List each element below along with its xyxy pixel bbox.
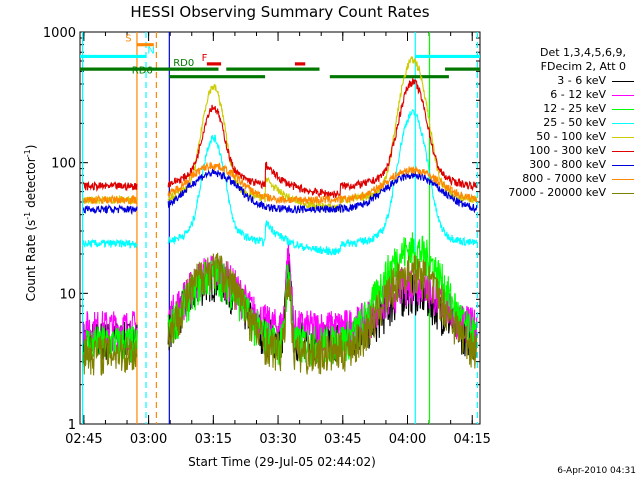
x-tick-label: 03:15 <box>195 432 232 447</box>
y-tick-label: 10 <box>59 287 76 302</box>
series-line-8 <box>82 161 478 206</box>
legend-swatch <box>612 192 634 194</box>
legend-header-detectors: Det 1,3,4,5,6,9, <box>539 46 626 59</box>
legend-entry: 6 - 12 keV <box>492 88 634 102</box>
series-line-6 <box>82 77 478 199</box>
plot-frame <box>79 31 481 425</box>
flag-label-f: F <box>202 53 208 64</box>
flag-label-s: S <box>125 34 131 45</box>
legend-entry-label: 50 - 100 keV <box>536 130 606 143</box>
legend-entry: 800 - 7000 keV <box>492 172 634 186</box>
x-tick-label: 02:45 <box>65 432 102 447</box>
legend-entry-label: 25 - 50 keV <box>543 116 606 129</box>
legend-entry: 25 - 50 keV <box>492 116 634 130</box>
legend-entry-label: 6 - 12 keV <box>550 88 606 101</box>
legend-header-decimation: FDecim 2, Att 0 <box>540 60 626 73</box>
legend-entry-label: 100 - 300 keV <box>529 144 606 157</box>
x-axis-label: Start Time (29-Jul-05 02:44:02) <box>188 455 376 469</box>
y-tick-label: 1000 <box>43 26 76 41</box>
legend-entry: 3 - 6 keV <box>492 74 634 88</box>
legend-entry: 300 - 800 keV <box>492 158 634 172</box>
legend-entry: 7000 - 20000 keV <box>492 186 634 200</box>
series-line-4 <box>82 109 478 256</box>
legend-swatch <box>612 80 634 82</box>
x-tick-label: 03:30 <box>259 432 296 447</box>
legend-entry-label: 3 - 6 keV <box>557 74 606 87</box>
legend-entry-label: 300 - 800 keV <box>529 158 606 171</box>
x-tick-label: 04:00 <box>389 432 426 447</box>
legend-entry-label: 7000 - 20000 keV <box>508 186 606 199</box>
legend-swatch <box>612 136 634 138</box>
x-tick-label: 03:45 <box>324 432 361 447</box>
legend-entry: 100 - 300 keV <box>492 144 634 158</box>
legend-swatch <box>612 178 634 180</box>
timestamp: 6-Apr-2010 04:31 <box>557 466 636 476</box>
series-line-9 <box>82 252 478 376</box>
y-tick-label: 1 <box>68 418 76 433</box>
flag-label-n: N <box>147 45 154 56</box>
legend: Det 1,3,4,5,6,9, FDecim 2, Att 0 3 - 6 k… <box>492 46 634 200</box>
x-tick-label: 03:00 <box>130 432 167 447</box>
x-tick-label: 04:15 <box>453 432 490 447</box>
legend-entry: 12 - 25 keV <box>492 102 634 116</box>
legend-swatch <box>612 94 634 96</box>
y-axis-label: Count Rate (s-1 detector-1) <box>23 145 38 302</box>
chart-title: HESSI Observing Summary Count Rates <box>130 3 429 21</box>
legend-entry: 50 - 100 keV <box>492 130 634 144</box>
legend-swatch <box>612 150 634 152</box>
y-tick-label: 100 <box>51 157 76 172</box>
legend-entry-label: 12 - 25 keV <box>543 102 606 115</box>
legend-swatch <box>612 108 634 110</box>
series-line-7 <box>82 168 478 216</box>
legend-swatch <box>612 122 634 124</box>
legend-swatch <box>612 164 634 166</box>
flag-label-rd6: RD6 <box>132 66 153 77</box>
series-line-5 <box>82 56 478 213</box>
legend-entry-label: 800 - 7000 keV <box>522 172 606 185</box>
flag-label-rd0: RD0 <box>173 58 194 69</box>
